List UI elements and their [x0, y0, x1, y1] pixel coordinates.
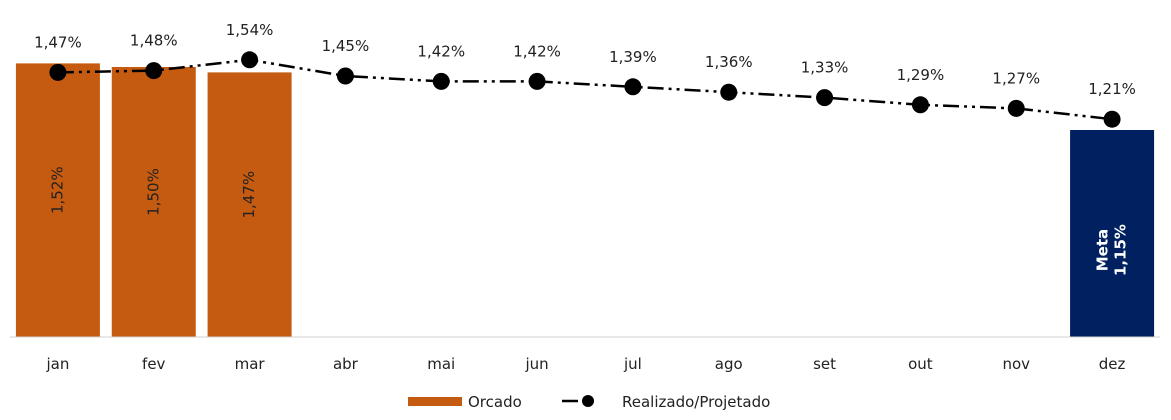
- point-value-label-dez: 1,21%: [1088, 80, 1136, 98]
- x-tick-label-jan: jan: [45, 355, 69, 373]
- point-value-label-out: 1,29%: [897, 66, 945, 84]
- point-realizado-abr: [336, 67, 354, 85]
- bar-orcado-mar: [207, 72, 292, 338]
- point-realizado-set: [816, 89, 834, 107]
- point-value-label-jan: 1,47%: [34, 33, 82, 51]
- x-axis: jan fev mar abr mai jun jul ago set out nov dez: [10, 336, 1160, 373]
- point-realizado-jun: [528, 72, 546, 90]
- point-value-label-mai: 1,42%: [417, 42, 465, 60]
- x-tick-label-out: out: [908, 355, 933, 373]
- point-value-label-jul: 1,39%: [609, 48, 657, 66]
- point-realizado-out: [911, 96, 929, 114]
- x-tick-label-ago: ago: [715, 355, 743, 373]
- point-realizado-nov: [1007, 99, 1025, 117]
- x-tick-label-dez: dez: [1099, 355, 1126, 373]
- line-layer: 1,47% 1,48% 1,54% 1,45% 1,42% 1,42% 1,39% 1,36%…: [34, 21, 1136, 128]
- legend: Orcado Realizado/Projetado: [408, 393, 770, 411]
- point-value-label-abr: 1,45%: [322, 37, 370, 55]
- point-realizado-mai: [432, 72, 450, 90]
- x-tick-label-nov: nov: [1002, 355, 1030, 373]
- point-realizado-jul: [624, 78, 642, 96]
- legend-label-realizado-projetado: Realizado/Projetado: [622, 393, 770, 411]
- bar-orcado-jan: [15, 63, 100, 338]
- meta-title-label: Meta: [1094, 229, 1112, 271]
- bar-value-label-mar: 1,47%: [240, 171, 258, 219]
- point-realizado-mar: [241, 51, 259, 69]
- point-value-label-set: 1,33%: [801, 59, 849, 77]
- x-tick-label-abr: abr: [333, 355, 359, 373]
- bar-value-label-jan: 1,52%: [48, 166, 66, 214]
- bar-value-label-fev: 1,50%: [144, 168, 162, 216]
- point-value-label-ago: 1,36%: [705, 53, 753, 71]
- point-realizado-fev: [145, 62, 163, 80]
- legend-label-orcado: Orcado: [468, 393, 522, 411]
- x-tick-label-mar: mar: [235, 355, 266, 373]
- point-realizado-jan: [49, 63, 67, 81]
- meta-value-label: 1,15%: [1112, 224, 1130, 276]
- x-tick-label-jul: jul: [623, 355, 642, 373]
- series-line-realizado-projetado: [57, 58, 1113, 121]
- legend-swatch-orcado: [408, 397, 462, 406]
- bars-layer: 1,52% 1,50% 1,47% Meta 1,15%: [15, 63, 1155, 338]
- x-tick-label-mai: mai: [427, 355, 455, 373]
- x-tick-label-fev: fev: [142, 355, 166, 373]
- bar-orcado-fev: [111, 67, 196, 337]
- point-realizado-dez: [1103, 110, 1121, 128]
- point-realizado-ago: [720, 83, 738, 101]
- meta-label-group: Meta 1,15%: [1094, 224, 1130, 276]
- point-value-label-jun: 1,42%: [513, 42, 561, 60]
- point-value-label-mar: 1,54%: [226, 21, 274, 39]
- legend-marker-realizado: [582, 395, 594, 407]
- point-value-label-fev: 1,48%: [130, 32, 178, 50]
- x-tick-label-jun: jun: [524, 355, 548, 373]
- point-value-label-nov: 1,27%: [992, 69, 1040, 87]
- x-tick-label-set: set: [813, 355, 836, 373]
- bar-meta-dez: [1070, 130, 1155, 337]
